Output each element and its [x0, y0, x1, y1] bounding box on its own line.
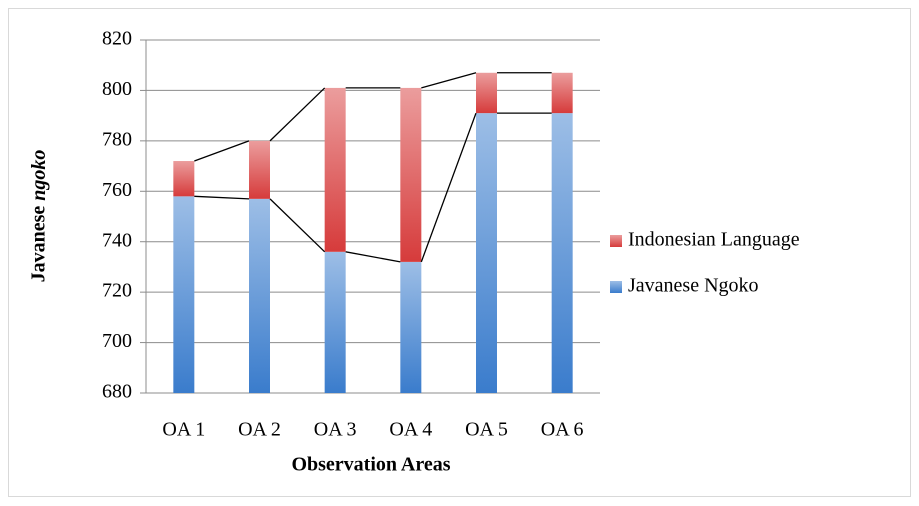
- legend-label: Indonesian Language: [628, 229, 800, 251]
- bar-segment: [551, 72, 573, 114]
- legend-swatch: [610, 235, 622, 247]
- x-tick-label: OA 5: [465, 419, 508, 441]
- bar-segment: [324, 87, 346, 252]
- x-axis-title: Observation Areas: [291, 454, 450, 476]
- x-tick-label: OA 1: [162, 419, 205, 441]
- chart-frame: [8, 8, 911, 497]
- bar-segment: [249, 198, 270, 393]
- x-tick-label: OA 3: [314, 419, 357, 441]
- series-line: [345, 251, 401, 263]
- series-line: [269, 198, 326, 253]
- bar-segment: [324, 251, 346, 393]
- series-line: [269, 87, 326, 142]
- y-tick-label: 720: [102, 280, 132, 302]
- bar-segment: [400, 261, 422, 393]
- x-tick-label: OA 4: [389, 419, 432, 441]
- bar-segment: [173, 161, 195, 197]
- series-line: [421, 72, 477, 89]
- bar-segment: [551, 113, 573, 393]
- x-tick-label: OA 6: [541, 419, 584, 441]
- y-tick-label: 740: [102, 229, 132, 251]
- legend-swatch: [610, 281, 622, 293]
- bar-segment: [476, 72, 497, 114]
- y-tick-label: 760: [102, 179, 132, 201]
- series-line: [194, 195, 250, 200]
- bar-segment: [400, 87, 422, 262]
- series-line: [194, 140, 250, 162]
- legend-label: Javanese Ngoko: [628, 275, 759, 297]
- series-line: [420, 112, 477, 263]
- x-tick-label: OA 2: [238, 419, 281, 441]
- bar-segment: [173, 196, 195, 393]
- y-tick-label: 820: [102, 28, 132, 50]
- y-tick-label: 780: [102, 128, 132, 150]
- y-tick-label: 680: [102, 381, 132, 403]
- y-axis-title: Javanese ngoko: [28, 150, 50, 283]
- bar-segment: [249, 140, 270, 199]
- y-tick-label: 700: [102, 330, 132, 352]
- y-tick-label: 800: [102, 78, 132, 100]
- bar-segment: [476, 113, 497, 393]
